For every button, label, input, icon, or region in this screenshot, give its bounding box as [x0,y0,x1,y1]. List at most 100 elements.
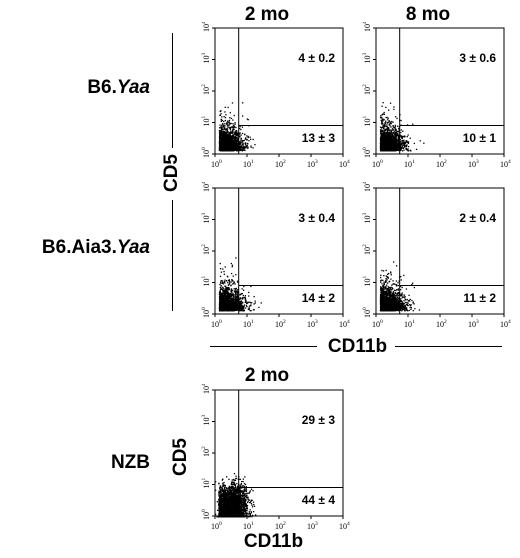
event-dot [228,141,230,143]
event-dot [238,146,240,149]
event-dot [233,296,236,298]
event-dot [225,142,227,145]
event-dot [387,117,389,119]
event-dot [236,301,238,303]
event-dot [243,147,245,150]
event-dot [230,117,233,120]
row-label-italic: Yaa [116,237,150,258]
event-dot [232,280,234,282]
event-dot [384,140,386,142]
event-dot [230,139,233,141]
event-dot [242,296,244,299]
event-dot [219,283,221,286]
event-dot [401,142,403,144]
event-dot [412,123,414,125]
event-dot [387,140,389,142]
event-dot [403,142,406,145]
event-dot [382,135,384,137]
event-dot [402,144,404,146]
event-dot [232,146,234,149]
event-dot [234,133,236,136]
event-dot [385,116,387,119]
event-dot [235,131,237,133]
y-tick-exponent: 1 [201,116,207,119]
event-dot [388,109,390,111]
event-dot [236,131,238,133]
event-dot [381,143,383,146]
event-dot [380,140,382,142]
event-dot [415,148,418,150]
event-dot [234,147,236,150]
event-dot [226,143,228,145]
event-dot [226,123,228,125]
event-dot [387,129,389,131]
event-dot [228,133,231,135]
event-dot [379,126,382,128]
event-dot [242,148,244,151]
event-dot [393,142,395,144]
event-dot [400,136,402,138]
event-dot [224,125,226,127]
event-dot [384,139,386,141]
event-dot [387,138,389,140]
event-dot [222,291,224,293]
event-dot [248,140,250,142]
event-dot [233,127,235,129]
event-dot [222,141,225,143]
event-dot [231,143,234,145]
event-dot [250,305,252,307]
event-dot [235,149,237,151]
event-dot [380,142,383,144]
event-dot [233,114,235,117]
event-dot [230,295,233,297]
x-tick-label: 102 [275,159,286,167]
event-dot [395,129,397,131]
event-dot [404,145,406,147]
event-dot [246,306,248,308]
event-dot [397,125,399,127]
event-dot [224,134,226,137]
cd11b-axis-title-group: CD11b [327,336,388,357]
event-dot [219,124,221,126]
event-dot [242,294,244,297]
event-dot [226,140,228,142]
event-dot [237,132,239,134]
event-dot [388,141,390,143]
event-dot [247,301,250,303]
event-dot [219,110,221,113]
event-dot [253,296,255,298]
event-dot [381,118,384,120]
event-dot [383,137,386,139]
event-dot [387,143,389,145]
event-dot [229,141,231,143]
event-dot [392,125,394,127]
event-dot [246,139,248,141]
event-dot [236,137,238,139]
event-dot [395,148,397,150]
row-label-b6-aia3-yaa: B6.Aia3.Yaa [0,237,150,259]
event-dot [386,116,388,119]
event-dot [223,116,225,118]
event-dot [236,302,238,304]
event-dot [403,136,405,138]
event-dot [393,141,395,144]
event-dot [223,146,225,148]
event-dot [382,133,384,135]
event-dot [235,146,237,148]
event-dot [394,129,397,131]
event-dot [242,148,244,150]
event-dot [239,149,241,152]
event-dot [384,146,387,148]
cd11b-group-line-left [210,346,317,348]
event-dot [387,121,390,123]
event-dot [228,280,231,282]
event-dot [227,292,229,295]
event-dot [231,137,233,139]
event-dot [230,122,232,125]
event-dot [393,147,395,149]
event-dot [392,137,394,139]
event-dot [384,124,386,126]
event-dot [395,137,397,140]
event-dot [221,280,223,282]
event-dot [388,131,390,133]
